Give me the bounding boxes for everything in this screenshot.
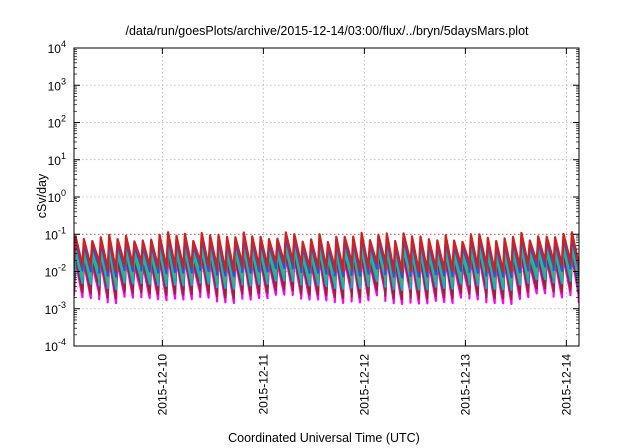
x-tick-label: 2015-12-12: [357, 354, 371, 416]
x-axis-title: Coordinated Universal Time (UTC): [228, 431, 420, 445]
y-tick-label: 10-2: [45, 263, 66, 280]
series-group: [74, 231, 579, 306]
y-tick-label: 100: [48, 188, 66, 205]
series-line: [74, 231, 579, 274]
x-tick-label: 2015-12-14: [559, 354, 573, 416]
y-tick-label: 102: [48, 114, 66, 131]
y-tick-label: 10-3: [45, 300, 66, 317]
y-tick-label: 10-1: [45, 225, 66, 242]
y-tick-label: 101: [48, 151, 66, 168]
y-axis-title: cSv/day: [35, 173, 49, 218]
chart-title: /data/run/goesPlots/archive/2015-12-14/0…: [125, 24, 529, 38]
y-tick-label: 104: [48, 39, 66, 56]
x-tick-label: 2015-12-13: [458, 354, 472, 416]
y-tick-label: 10-4: [45, 337, 66, 354]
y-axis: 10-4 10-3 10-2 10-1 100 101 102 103 104: [45, 39, 579, 354]
x-axis: 2015-12-10 2015-12-11 2015-12-12 2015-12-13…: [155, 48, 573, 415]
x-tick-label: 2015-12-11: [256, 354, 270, 415]
x-tick-label: 2015-12-10: [155, 354, 169, 416]
y-tick-label: 103: [48, 76, 66, 93]
